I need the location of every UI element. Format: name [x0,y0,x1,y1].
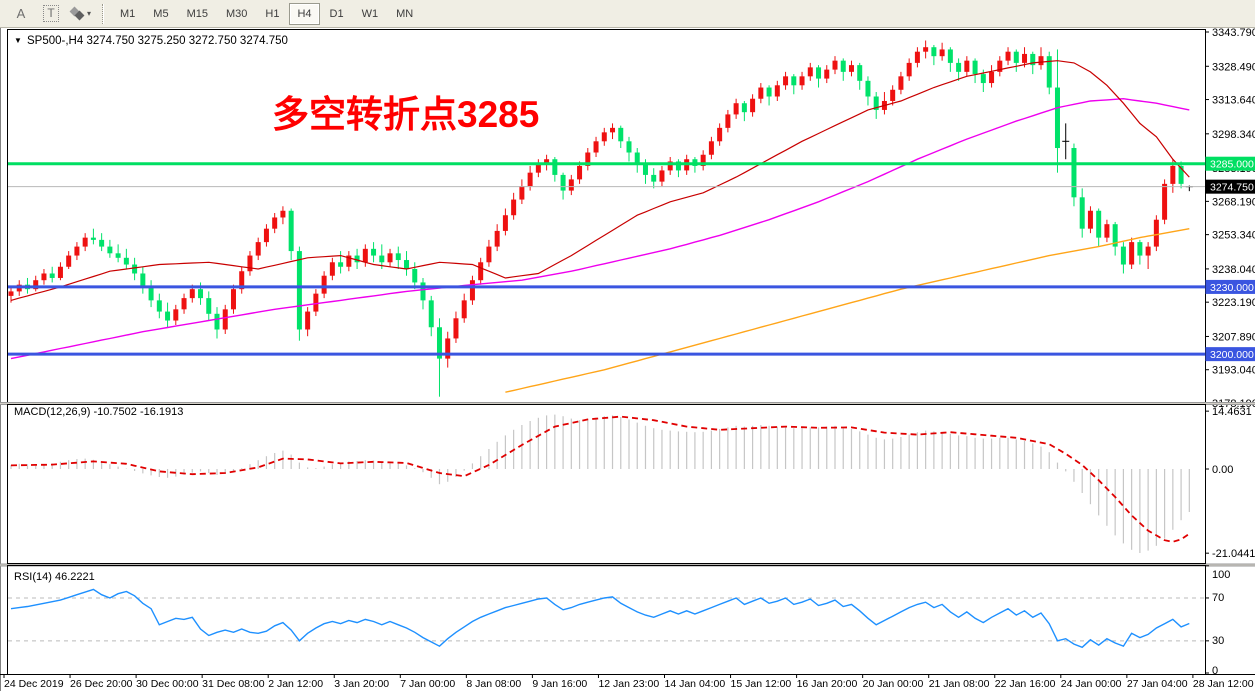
symbol-ohlc-label: SP500-,H4 3274.750 3275.250 3272.750 327… [27,35,288,47]
timeframe-h1-button[interactable]: H1 [265,7,280,20]
price-tick-label: 3238.040 [1212,264,1255,276]
time-tick-label: 7 Jan 00:00 [400,678,455,690]
time-tick-label: 30 Dec 00:00 [136,678,199,690]
price-chip-3285.000: 3285.000 [1205,156,1255,171]
time-tick-label: 26 Dec 20:00 [70,678,133,690]
macd-panel[interactable]: MACD(12,26,9) -10.7502 -16.1913 14.4631 0.… [7,404,1255,564]
drawing-tools-button[interactable]: ▾ [67,2,95,26]
arrow-tool-button[interactable]: A [16,6,26,21]
time-tick-label: 24 Jan 00:00 [1061,678,1122,690]
toolbar: A T ▾ M1 M5 M15 M30 H1 H4 D1 W1 MN [0,0,1255,28]
time-axis[interactable]: 24 Dec 2019 26 Dec 20:00 30 Dec 00:00 31 De… [0,674,1255,690]
macd-tick-label: 0.00 [1212,464,1233,476]
text-tool-icon: T [43,5,59,22]
svg-text:3285.000: 3285.000 [1210,159,1254,171]
price-axis[interactable]: 3343.7903328.4903313.6403298.3403283.190… [1205,27,1255,410]
timeframe-toolbar: M1 M5 M15 M30 H1 H4 D1 W1 MN [111,2,422,25]
time-tick-label: 21 Jan 08:00 [929,678,990,690]
chart-background [0,28,1255,691]
svg-text:3230.000: 3230.000 [1210,282,1254,294]
svg-text:3200.000: 3200.000 [1210,349,1254,361]
annotation-text[interactable]: 多空转折点3285 [272,94,539,135]
ma-red-line [10,60,1190,301]
price-tick-label: 3343.790 [1212,27,1255,39]
time-tick-label: 12 Jan 23:00 [598,678,659,690]
timeframe-m5-button[interactable]: M5 [153,7,169,20]
timeframe-w1-button[interactable]: W1 [361,7,379,20]
chart-title: ▼ SP500-,H4 3274.750 3275.250 3272.750 32… [14,35,288,47]
toolbar-grip[interactable] [102,3,104,24]
time-tick-label: 27 Jan 04:00 [1127,678,1188,690]
timeframe-m15-button[interactable]: M15 [186,7,208,20]
chevron-down-icon: ▾ [86,9,91,18]
price-tick-label: 3298.340 [1212,129,1255,141]
price-tick-label: 3253.340 [1212,230,1255,242]
rsi-tick-label: 70 [1212,592,1224,604]
price-tick-label: 3207.890 [1212,331,1255,343]
ma-magenta-line [10,97,1190,360]
timeframe-mn-button[interactable]: MN [396,7,414,20]
macd-signal-line [10,415,1190,543]
price-chip-3200.000: 3200.000 [1205,347,1255,362]
current-price-chip: 3274.750 [1205,179,1255,194]
rsi-tick-label: 30 [1212,635,1224,647]
time-tick-label: 8 Jan 08:00 [466,678,521,690]
timeframe-h4-button[interactable]: H4 [289,2,320,25]
candles [8,40,1193,397]
time-tick-label: 24 Dec 2019 [4,678,64,690]
price-chip-3230.000: 3230.000 [1205,279,1255,294]
time-tick-label: 20 Jan 00:00 [863,678,924,690]
time-tick-label: 15 Jan 12:00 [731,678,792,690]
timeframe-m1-button[interactable]: M1 [120,7,136,20]
time-tick-label: 31 Dec 08:00 [202,678,265,690]
time-tick-label: 16 Jan 20:00 [797,678,858,690]
price-tick-label: 3223.190 [1212,297,1255,309]
rsi-label: RSI(14) 46.2221 [14,571,95,583]
time-tick-label: 3 Jan 20:00 [334,678,389,690]
text-tool-button[interactable]: T [37,2,65,26]
price-tick-label: 3193.040 [1212,365,1255,377]
time-tick-label: 2 Jan 12:00 [268,678,323,690]
timeframe-d1-button[interactable]: D1 [329,7,344,20]
rsi-tick-label: 0 [1212,665,1218,677]
svg-text:3274.750: 3274.750 [1210,182,1254,194]
macd-plot-border [7,404,1206,564]
macd-tick-label: -21.0441 [1212,548,1255,560]
time-tick-label: 22 Jan 16:00 [995,678,1056,690]
shapes-icon [69,6,85,21]
time-tick-label: 14 Jan 04:00 [665,678,726,690]
price-tick-label: 3328.490 [1212,61,1255,73]
timeframe-m30-button[interactable]: M30 [225,7,248,20]
rsi-tick-label: 100 [1212,569,1230,581]
macd-tick-label: 14.4631 [1212,406,1252,418]
price-tick-label: 3313.640 [1212,95,1255,107]
price-tick-label: 3268.190 [1212,196,1255,208]
time-tick-label: 9 Jan 16:00 [532,678,587,690]
time-tick-label: 28 Jan 12:00 [1193,678,1254,690]
svg-text:▼: ▼ [14,36,22,45]
main-chart-plot[interactable]: 多空转折点3285 ▼ SP500-,H4 3274.750 3275.250 32… [8,35,1205,397]
macd-label: MACD(12,26,9) -10.7502 -16.1913 [14,406,183,418]
ma-orange-line [505,228,1190,393]
rsi-line [10,588,1190,649]
